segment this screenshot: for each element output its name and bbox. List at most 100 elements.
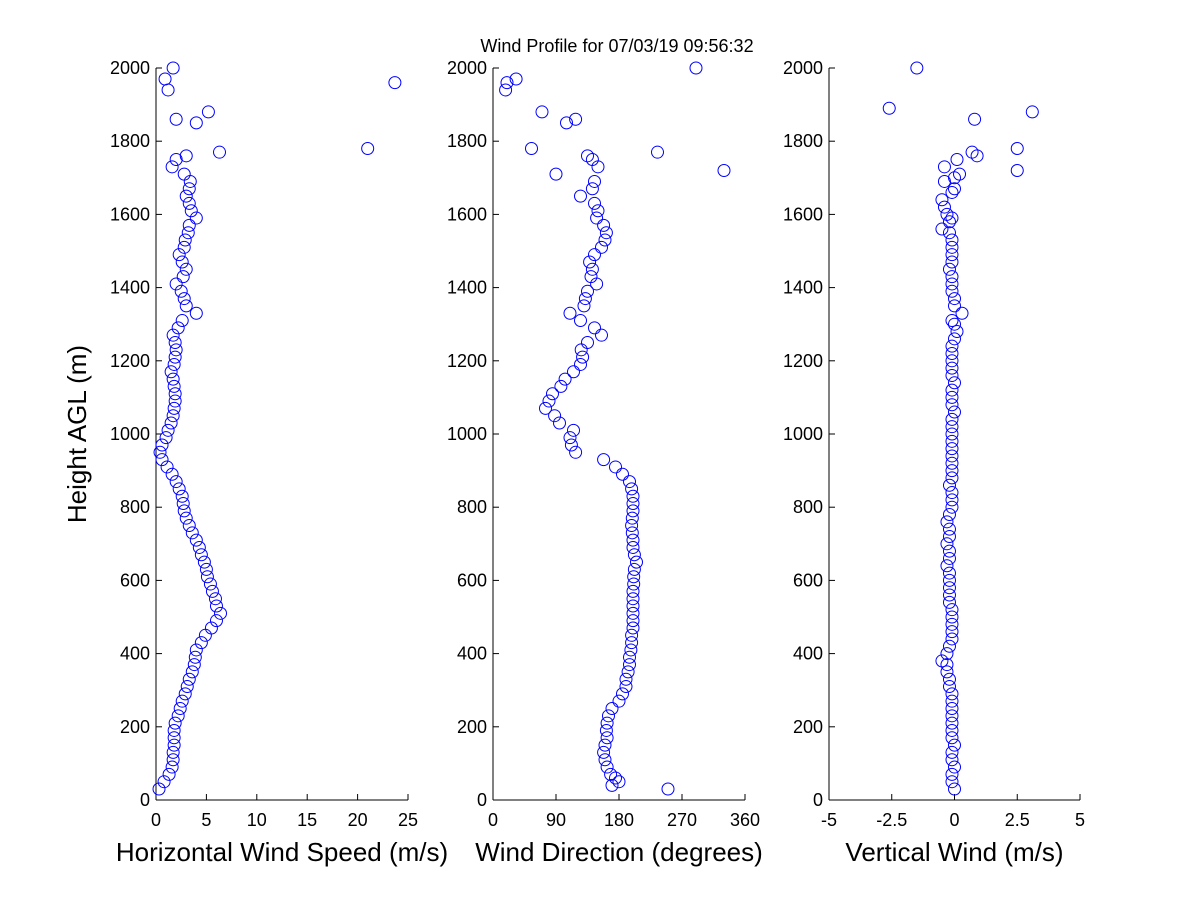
data-point (174, 284, 188, 298)
x-tick-label: -5 (821, 810, 837, 830)
data-point (945, 449, 959, 463)
data-point (1010, 142, 1024, 156)
data-point (942, 588, 956, 602)
data-point (609, 460, 622, 474)
data-point (630, 555, 643, 569)
data-point (167, 357, 181, 371)
data-point (717, 163, 731, 177)
data-point (585, 182, 599, 196)
data-point (948, 760, 961, 774)
data-point (624, 643, 638, 657)
y-tick-label: 2000 (110, 58, 150, 78)
data-point (187, 658, 201, 672)
data-point (626, 489, 640, 503)
data-point (166, 745, 180, 759)
data-point (623, 650, 636, 664)
data-point (166, 328, 180, 342)
data-point (626, 497, 640, 511)
data-point (945, 240, 959, 254)
data-point (605, 702, 619, 715)
data-point (194, 636, 208, 650)
data-point (161, 83, 175, 97)
data-point (563, 431, 577, 445)
data-point (940, 207, 954, 221)
data-point (940, 537, 954, 551)
data-point (164, 416, 178, 430)
data-point (169, 112, 183, 126)
data-point (942, 262, 956, 276)
x-axis-label: Vertical Wind (m/s) (845, 837, 1063, 867)
data-point (597, 453, 611, 467)
data-point (177, 240, 191, 254)
y-tick-label: 1800 (783, 131, 823, 151)
data-point (942, 226, 956, 240)
data-point (953, 167, 967, 181)
data-point (625, 628, 639, 642)
data-point (563, 306, 577, 320)
data-point (945, 185, 959, 199)
data-point (192, 540, 206, 554)
data-point (948, 405, 961, 419)
data-point (574, 189, 587, 203)
data-point (945, 694, 959, 708)
data-point (935, 222, 949, 236)
data-point (945, 731, 959, 745)
data-point (948, 292, 961, 306)
data-point (945, 767, 959, 781)
data-point (564, 438, 578, 452)
data-point (175, 314, 189, 328)
data-point (945, 723, 959, 737)
data-point (626, 533, 640, 547)
data-point (626, 584, 640, 598)
data-point (581, 336, 594, 349)
data-point (553, 416, 566, 430)
data-point (948, 317, 961, 331)
data-point (1010, 163, 1024, 177)
data-point (182, 218, 196, 232)
data-point (585, 153, 599, 166)
data-point (164, 365, 178, 379)
y-tick-label: 800 (457, 497, 487, 517)
y-axis-label: Height AGL (m) (62, 345, 92, 523)
data-point (935, 193, 949, 207)
data-point (203, 577, 217, 591)
data-point (558, 372, 572, 386)
data-point (935, 654, 949, 668)
data-point (940, 665, 954, 679)
data-point (184, 204, 198, 218)
data-point (182, 196, 196, 210)
data-point (605, 778, 619, 792)
data-point (955, 306, 969, 320)
data-point (597, 745, 611, 759)
data-point (602, 709, 615, 723)
data-point (361, 142, 375, 156)
data-point (599, 226, 613, 240)
data-point (626, 504, 640, 518)
x-axis-label: Wind Direction (degrees) (475, 837, 763, 867)
data-point (600, 716, 614, 730)
data-point (948, 782, 961, 796)
data-point (560, 116, 573, 130)
data-point (199, 562, 213, 576)
data-point (945, 442, 959, 456)
data-point (945, 390, 959, 404)
data-point (945, 314, 959, 328)
data-point (945, 500, 959, 514)
x-tick-label: -2.5 (876, 810, 907, 830)
data-point (945, 456, 959, 470)
y-tick-label: 400 (120, 644, 150, 664)
data-point (576, 350, 590, 364)
data-point (574, 314, 587, 328)
data-point (167, 401, 181, 415)
y-tick-label: 1800 (447, 131, 487, 151)
y-tick-label: 0 (140, 790, 150, 810)
data-point (574, 357, 587, 371)
data-point (945, 383, 959, 397)
data-point (626, 599, 640, 613)
data-point (940, 515, 954, 529)
data-point (942, 508, 956, 522)
data-point (197, 555, 211, 569)
y-tick-label: 1600 (110, 204, 150, 224)
data-point (945, 277, 959, 291)
data-point (581, 284, 594, 298)
